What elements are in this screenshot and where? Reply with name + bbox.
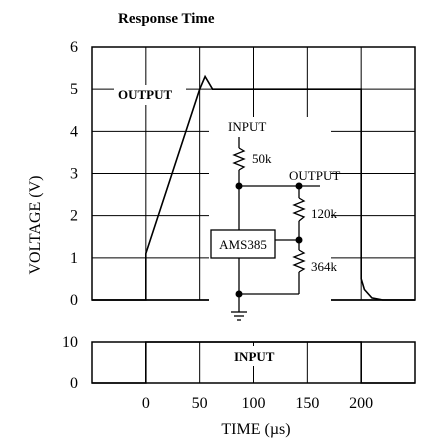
schematic-background [209,117,331,327]
schematic-input-label: INPUT [228,119,266,134]
x-axis-label: TIME (µs) [221,421,290,438]
input-label-bg [230,346,286,366]
x-tick-label: 150 [295,395,319,412]
resistor-364k-label: 364k [311,259,338,274]
output-series-label: OUTPUT [118,87,173,102]
chart-title: Response Time [118,11,215,27]
y-tick-label: 0 [70,292,78,309]
x-tick-labels: 0 50 100 150 200 [142,395,373,412]
y-tick-label: 6 [70,39,78,56]
y-tick-label: 5 [70,81,78,98]
y-tick-label: 4 [70,123,78,140]
resistor-120k-label: 120k [311,206,338,221]
schematic-output-label: OUTPUT [289,168,340,183]
y-tick-label: 2 [70,208,78,225]
y-tick-label: 0 [70,375,78,392]
y-tick-label: 1 [70,250,78,267]
y-axis-label: VOLTAGE (V) [27,176,44,275]
resistor-120k [292,197,306,222]
x-tick-label: 50 [192,395,208,412]
input-series-label: INPUT [234,349,275,364]
output-series-line [92,74,415,301]
y-tick-label: 10 [62,334,78,351]
x-tick-label: 100 [242,395,266,412]
x-tick-label: 0 [142,395,150,412]
resistor-364k [292,249,306,273]
resistor-50k-label: 50k [252,151,272,166]
test-circuit-schematic: INPUT 50k OUTPUT 120k AMS385 364k [209,117,340,327]
y-tick-label: 3 [70,166,78,183]
ground-symbol [231,311,247,321]
chip-label: AMS385 [219,237,267,252]
output-label-bg [114,85,186,105]
chip-box [210,229,276,259]
resistor-50k [232,147,246,171]
x-tick-label: 200 [349,395,373,412]
input-series-line [92,341,415,384]
